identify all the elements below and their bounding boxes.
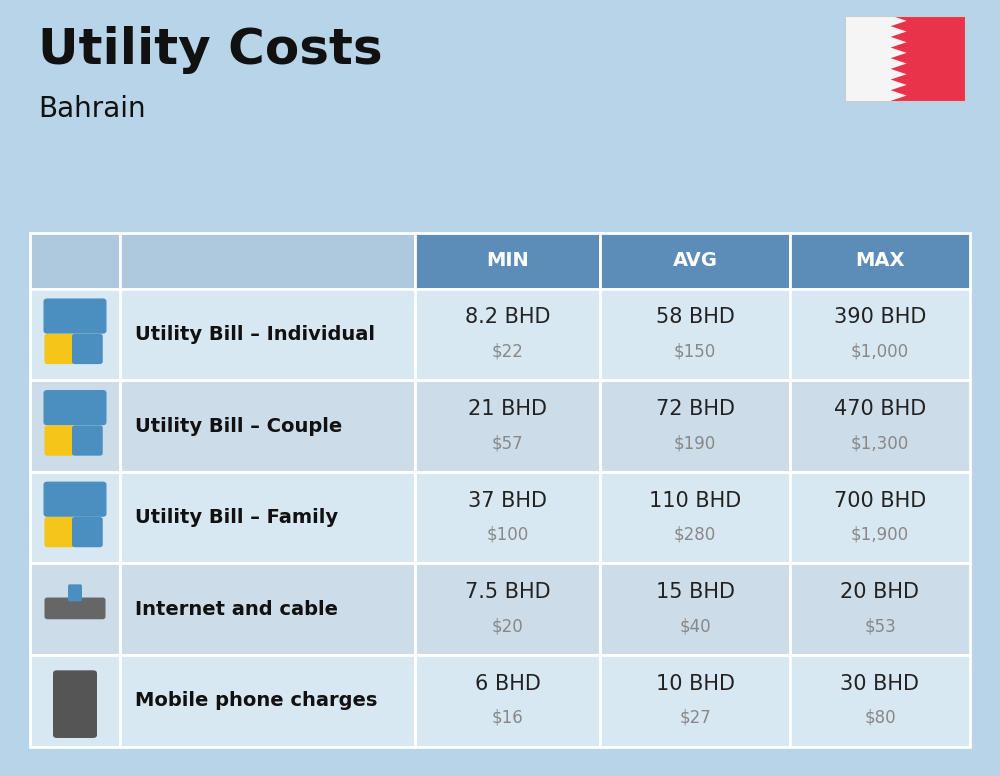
Bar [415,380,600,472]
Bar [600,472,790,563]
FancyBboxPatch shape [44,482,106,517]
FancyBboxPatch shape [53,670,97,738]
Text: 470 BHD: 470 BHD [834,399,926,419]
Polygon shape [891,90,907,101]
FancyBboxPatch shape [44,299,106,334]
FancyBboxPatch shape [44,334,75,364]
Text: $150: $150 [674,342,716,361]
Bar [120,472,415,563]
Polygon shape [891,26,907,36]
Text: $1,900: $1,900 [851,525,909,544]
Polygon shape [891,16,907,26]
Text: $27: $27 [679,708,711,727]
Bar [120,289,415,380]
Text: Utility Costs: Utility Costs [38,26,383,74]
Text: $20: $20 [492,617,523,636]
Bar [600,563,790,655]
FancyBboxPatch shape [68,584,82,601]
FancyBboxPatch shape [44,425,75,456]
Text: $40: $40 [679,617,711,636]
Text: 6 BHD: 6 BHD [475,674,540,694]
Text: 700 BHD: 700 BHD [834,490,926,511]
Text: 15 BHD: 15 BHD [656,582,735,602]
Text: 10 BHD: 10 BHD [656,674,735,694]
Text: 72 BHD: 72 BHD [656,399,735,419]
Bar [790,472,970,563]
Bar [120,380,415,472]
Bar [30,472,120,563]
Bar [790,289,970,380]
Bar [790,563,970,655]
Text: 58 BHD: 58 BHD [656,307,734,327]
Polygon shape [891,69,907,80]
Bar [845,16,965,101]
Text: AVG: AVG [673,251,718,270]
Text: 21 BHD: 21 BHD [468,399,547,419]
Polygon shape [891,36,907,47]
Polygon shape [891,58,907,69]
Text: Utility Bill – Individual: Utility Bill – Individual [135,325,375,344]
Text: $1,300: $1,300 [851,434,909,452]
Bar [790,655,970,747]
Bar [600,233,790,289]
Text: Bahrain: Bahrain [38,95,146,123]
Text: $1,000: $1,000 [851,342,909,361]
Text: Mobile phone charges: Mobile phone charges [135,691,377,710]
Bar [600,380,790,472]
Text: 37 BHD: 37 BHD [468,490,547,511]
Text: 30 BHD: 30 BHD [840,674,920,694]
Bar [30,380,120,472]
Text: $280: $280 [674,525,716,544]
Bar [845,16,891,101]
Text: MAX: MAX [855,251,905,270]
Bar [415,472,600,563]
Bar [415,655,600,747]
Bar [790,380,970,472]
Text: $100: $100 [486,525,529,544]
Bar [120,563,415,655]
Text: $57: $57 [492,434,523,452]
Bar [30,655,120,747]
Bar [891,16,965,101]
Text: $16: $16 [492,708,523,727]
Bar [600,289,790,380]
Bar [415,233,600,289]
FancyBboxPatch shape [44,517,75,547]
Text: $22: $22 [492,342,523,361]
Text: $190: $190 [674,434,716,452]
Text: $80: $80 [864,708,896,727]
FancyBboxPatch shape [72,517,103,547]
Bar [120,233,415,289]
Text: 7.5 BHD: 7.5 BHD [465,582,550,602]
FancyBboxPatch shape [44,598,106,619]
Text: $53: $53 [864,617,896,636]
Text: 20 BHD: 20 BHD [840,582,920,602]
Polygon shape [891,47,907,58]
Text: 8.2 BHD: 8.2 BHD [465,307,550,327]
Bar [415,563,600,655]
Bar [790,233,970,289]
Polygon shape [891,80,907,90]
Bar [120,655,415,747]
FancyBboxPatch shape [44,390,106,425]
Text: Utility Bill – Couple: Utility Bill – Couple [135,417,342,435]
Text: Internet and cable: Internet and cable [135,600,338,618]
Text: MIN: MIN [486,251,529,270]
Bar [30,289,120,380]
Text: 110 BHD: 110 BHD [649,490,741,511]
Text: 390 BHD: 390 BHD [834,307,926,327]
FancyBboxPatch shape [72,334,103,364]
Bar [600,655,790,747]
Text: Utility Bill – Family: Utility Bill – Family [135,508,338,527]
Bar [415,289,600,380]
FancyBboxPatch shape [72,425,103,456]
Bar [30,563,120,655]
Bar [30,233,120,289]
